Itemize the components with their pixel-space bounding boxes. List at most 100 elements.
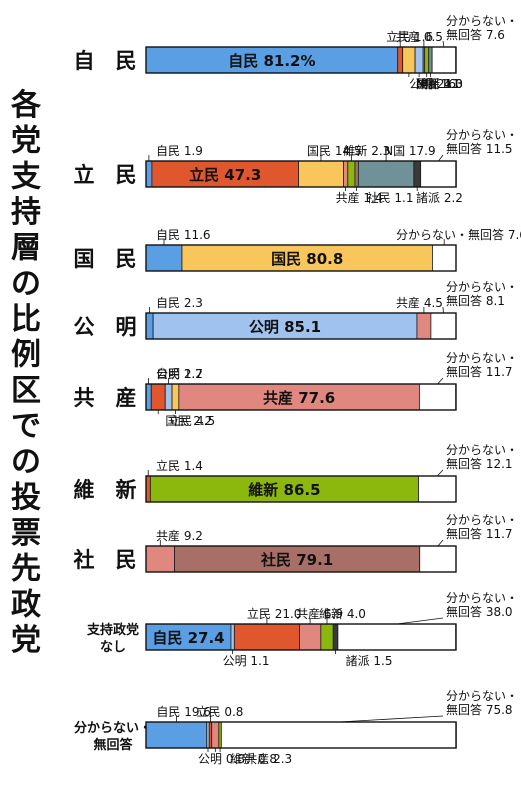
leader-line: [436, 469, 444, 477]
data-label-above: 共産 4.5: [396, 295, 443, 310]
data-label-below: 諸派 1.5: [346, 653, 393, 668]
data-label-below: 国民 2.2: [165, 414, 212, 428]
bar-segment-e58886e3818be38289e381aa: [337, 623, 457, 651]
row-label: 共 産: [74, 386, 137, 410]
data-label-above: 共産 9.2: [156, 528, 203, 543]
data-label-above: 分からない・無回答 11.7: [446, 513, 518, 541]
data-label-inside: 維新 86.5: [248, 481, 320, 499]
data-label-above: 分からない・無回答 11.7: [446, 351, 518, 379]
bar-segment-e58886e3818be38289e381aa: [432, 244, 457, 272]
bar-segment-e59bbde6b091: [402, 46, 416, 74]
bar-outline: [145, 244, 457, 272]
bar-outline: [145, 545, 457, 573]
data-label-below: 社民 1.1: [367, 190, 414, 205]
bar-segment-e585b1e794a3: [416, 312, 432, 340]
leader-line: [338, 715, 444, 723]
bar-segment-e585b1e794a3: [343, 160, 349, 188]
data-label-above: 分からない・無回答 38.0: [446, 591, 518, 619]
data-label-inside: 国民 80.8: [271, 250, 343, 268]
data-label-below: 公明 0.8: [198, 752, 245, 766]
data-label-above: 分からない・無回答 75.8: [446, 689, 518, 717]
bar-segment-e585ace6988e: [414, 46, 424, 74]
data-label-above: 自民 19.6: [156, 705, 211, 719]
bar-segment-e7b6ade696b0: [424, 46, 430, 74]
data-label-inside: 自民 27.4: [152, 629, 224, 647]
data-label-below: 公明 2.6: [409, 77, 456, 91]
bar-row: 自 民 自民 81.2% 共産 0.5立民 1.6 分からない・無回答 7.6 公明 2…: [74, 14, 519, 91]
bar-outline: [145, 383, 457, 411]
bar-segment-e585ace6988e: [164, 383, 173, 411]
data-label-below: 共産 2.3: [245, 751, 292, 766]
row-label: 国 民: [74, 247, 137, 271]
data-label-above: 国民 14.5: [307, 144, 362, 158]
data-label-above: 維新 2.3: [343, 143, 390, 158]
data-label-below: 国民 4.0: [416, 77, 463, 91]
bar-segment-e585b1e794a3: [211, 721, 220, 749]
bar-segment-e887aae6b091: [145, 721, 208, 749]
data-label-above: 公明 2.2: [156, 367, 203, 381]
bar-segment-e887aae6b091: [145, 46, 399, 74]
bar-segment-e58886e3818be38289e381aa: [430, 312, 457, 340]
bar-segment-e58886e3818be38289e381aa: [418, 475, 457, 503]
bar-segment-e7a4bee6b091: [354, 160, 359, 188]
bar-outline: [145, 160, 457, 188]
leader-line: [437, 377, 444, 385]
data-label-above: 立民 1.4: [156, 458, 203, 473]
chart-title-text: 各党支持層の比例区での投票先政党: [10, 88, 42, 658]
bar-segment-e7ab8be6b091: [397, 46, 404, 74]
data-label-inside: 立民 47.3: [189, 166, 261, 184]
data-label-inside: 社民 79.1: [260, 551, 333, 569]
data-label-above: 共産 6.9: [296, 606, 343, 621]
data-label-above: 自民 1.9: [156, 144, 203, 158]
row-label: 社 民: [73, 548, 137, 572]
data-label-below: 公明 1.1: [223, 654, 270, 668]
bar-segment-e887aae6b091: [145, 312, 154, 340]
bar-segment-e7b6ade696b0: [347, 160, 356, 188]
chart-title: 各党支持層の比例区での投票先政党: [10, 88, 42, 658]
data-label-above: 立民 0.8: [197, 704, 244, 719]
bar-segment-e58886e3818be38289e381aa: [419, 545, 457, 573]
data-label-above: 分からない・無回答 11.5: [446, 128, 518, 156]
chart-rows: 自 民 自民 81.2% 共産 0.5立民 1.6 分からない・無回答 7.6 公明 2…: [73, 14, 521, 766]
data-label-above: 自民 1.7: [156, 367, 203, 381]
bar-segment-e7ab8be6b091: [150, 383, 166, 411]
row-label: 分からない・無回答: [74, 720, 152, 753]
leader-line: [442, 40, 445, 48]
data-label-above: N国 17.9: [384, 144, 436, 158]
leader-line: [438, 154, 444, 162]
row-label: 自 民: [74, 49, 137, 73]
bar-segment-e887aae6b091: [145, 244, 183, 272]
data-label-inside: 公明 85.1: [249, 318, 321, 336]
data-label-above: 分からない・無回答 12.1: [446, 443, 518, 471]
data-label-below: 立民 4.5: [168, 413, 215, 428]
data-label-above: 維新 4.0: [319, 606, 366, 621]
bar-outline: [145, 721, 457, 749]
bar-segment-e7b6ade696b0: [149, 475, 419, 503]
bar-segment-e585b1e794a3: [299, 623, 322, 651]
bar-segment-e59bbde6b091: [298, 160, 344, 188]
data-label-below: 諸派 2.2: [416, 190, 463, 205]
bar-segment-ne59bbd: [357, 160, 415, 188]
leader-line: [437, 539, 444, 547]
bar-segment-e887aae6b091: [145, 623, 232, 651]
bar-row: 国 民 国民 80.8 自民 11.6 分からない・無回答 7.6: [74, 227, 521, 272]
bar-segment-e7ab8be6b091: [233, 623, 300, 651]
bar-row: 維 新 維新 86.5 立民 1.4 分からない・無回答 12.1: [74, 443, 518, 503]
bar-segment-e585ace6988e: [230, 623, 235, 651]
data-label-above: 立民 1.6: [386, 29, 433, 44]
bar-segment-e8abb8e6b4be: [413, 160, 422, 188]
bar-row: 立 民 立民 47.3 自民 1.9 国民 14.5維新 2.3N国 17.9 分からな…: [74, 128, 519, 205]
leader-line: [396, 617, 444, 625]
data-label-below: 維新 0.8: [230, 751, 277, 766]
row-label: 公 明: [74, 315, 137, 339]
bar-segment-e7ab8be6b091: [151, 160, 299, 188]
data-label-above: 分からない・無回答 7.6: [396, 227, 521, 242]
row-label: 支持政党なし: [86, 622, 139, 655]
bar-outline: [145, 312, 457, 340]
bar-segment-e8abb8e6b4be: [332, 623, 339, 651]
row-label: 立 民: [74, 163, 137, 187]
